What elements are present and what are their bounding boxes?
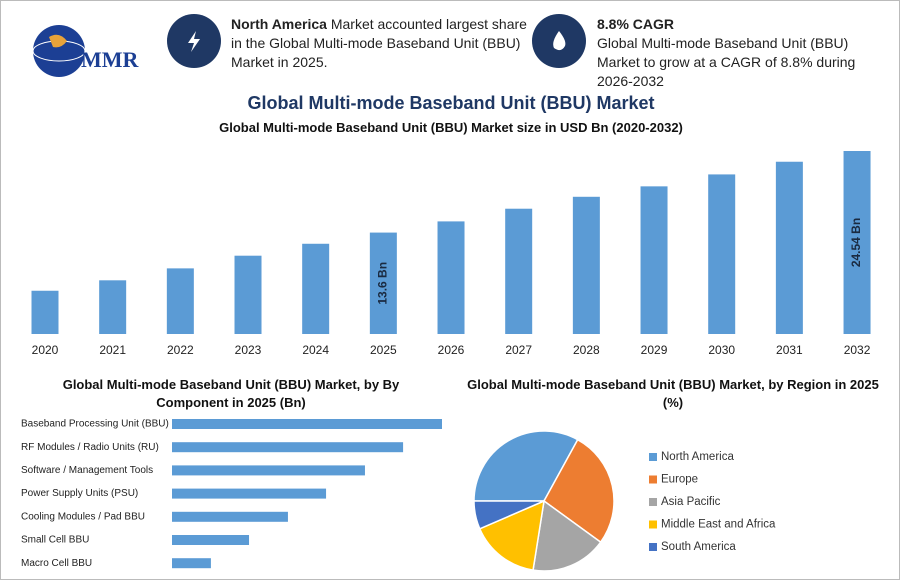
legend-label: Asia Pacific (661, 496, 721, 508)
x-tick-label: 2029 (641, 343, 668, 357)
bar (99, 280, 127, 334)
highlight-text: Market accounted largest share in the Gl… (231, 16, 527, 70)
x-tick-label: 2023 (235, 343, 262, 357)
main-title: Global Multi-mode Baseband Unit (BBU) Ma… (247, 93, 655, 113)
value-label: 13.6 Bn (376, 262, 390, 305)
bar (166, 268, 194, 334)
x-tick-label: 2022 (167, 343, 194, 357)
highlight: 8.8% CAGR Global Multi-mode Baseband Unit… (597, 15, 867, 91)
chart-title: Global Multi-mode Baseband Unit (BBU) Ma… (467, 377, 879, 410)
y-tick-label: Macro Cell BBU (21, 558, 92, 569)
y-tick-label: Power Supply Units (PSU) (21, 488, 138, 499)
bar (302, 243, 330, 334)
x-tick-label: 2031 (776, 343, 803, 357)
bar (369, 232, 397, 334)
legend-label: Europe (661, 474, 698, 486)
icon-bolt (188, 31, 200, 52)
highlight-heading: 8.8% CAGR (597, 16, 675, 32)
chart-title: Global Multi-mode Baseband Unit (BBU) Ma… (219, 120, 683, 135)
legend-label: Middle East and Africa (661, 519, 776, 531)
highlight-heading: North America (231, 16, 327, 32)
pie-slice (473, 500, 545, 530)
x-tick-label: 2027 (505, 343, 532, 357)
y-tick-label: Cooling Modules / Pad BBU (21, 511, 145, 522)
y-tick-label: Small Cell BBU (21, 535, 89, 546)
bar (31, 290, 59, 334)
bar (640, 186, 668, 334)
legend-swatch (649, 520, 657, 529)
bar (172, 419, 442, 429)
bar (437, 221, 465, 334)
bar (843, 151, 871, 334)
legend-label: South America (661, 541, 736, 553)
logo-text: MMR (81, 47, 140, 72)
x-tick-label: 2030 (708, 343, 735, 357)
bar (172, 465, 365, 476)
x-tick-label: 2032 (844, 343, 871, 357)
legend-swatch (649, 498, 657, 506)
highlight-text: Global Multi-mode Baseband Unit (BBU) Ma… (597, 35, 856, 89)
bar (775, 161, 803, 334)
bar (572, 196, 600, 334)
bar (505, 208, 533, 334)
x-tick-label: 2026 (438, 343, 465, 357)
y-tick-label: Software / Management Tools (21, 465, 153, 476)
x-tick-label: 2020 (32, 343, 59, 357)
legend-swatch (649, 475, 657, 484)
pie-slice (543, 438, 615, 544)
bar (172, 535, 250, 545)
pie-slice (478, 499, 545, 571)
value-label: 24.54 Bn (849, 218, 863, 267)
logo-land (49, 34, 67, 48)
bar (234, 255, 262, 334)
x-tick-label: 2028 (573, 343, 600, 357)
y-tick-label: RF Modules / Radio Units (RU) (21, 442, 159, 453)
legend-swatch (649, 453, 657, 461)
highlight: North America Market accounted largest s… (231, 15, 531, 72)
bar (172, 511, 288, 522)
logo-globe (33, 25, 85, 77)
chart-title: Global Multi-mode Baseband Unit (BBU) Ma… (62, 377, 400, 410)
y-tick-label: Baseband Processing Unit (BBU) (21, 419, 169, 430)
pie-slice (473, 430, 579, 502)
bar (172, 558, 211, 569)
bar (172, 442, 404, 453)
x-tick-label: 2024 (302, 343, 329, 357)
icon-drop (553, 31, 566, 51)
legend-swatch (649, 543, 657, 551)
x-tick-label: 2025 (370, 343, 397, 357)
pie-slice (532, 499, 602, 572)
bar (708, 174, 736, 334)
bar (172, 488, 327, 499)
x-tick-label: 2021 (99, 343, 126, 357)
legend-label: North America (661, 451, 734, 463)
